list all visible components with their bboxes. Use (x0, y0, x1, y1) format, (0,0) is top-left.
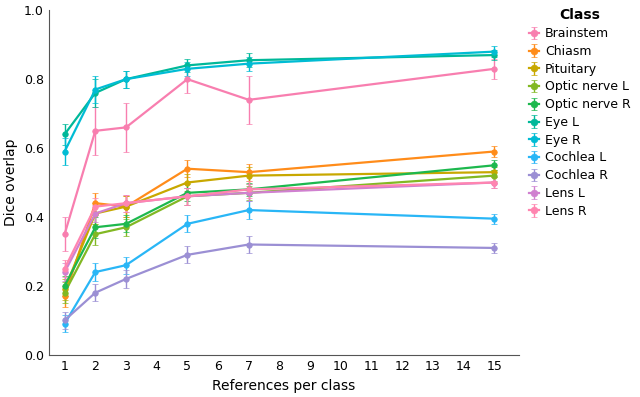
X-axis label: References per class: References per class (212, 379, 356, 393)
Y-axis label: Dice overlap: Dice overlap (4, 139, 18, 226)
Legend: Brainstem, Chiasm, Pituitary, Optic nerve L, Optic nerve R, Eye L, Eye R, Cochle: Brainstem, Chiasm, Pituitary, Optic nerv… (524, 4, 636, 223)
